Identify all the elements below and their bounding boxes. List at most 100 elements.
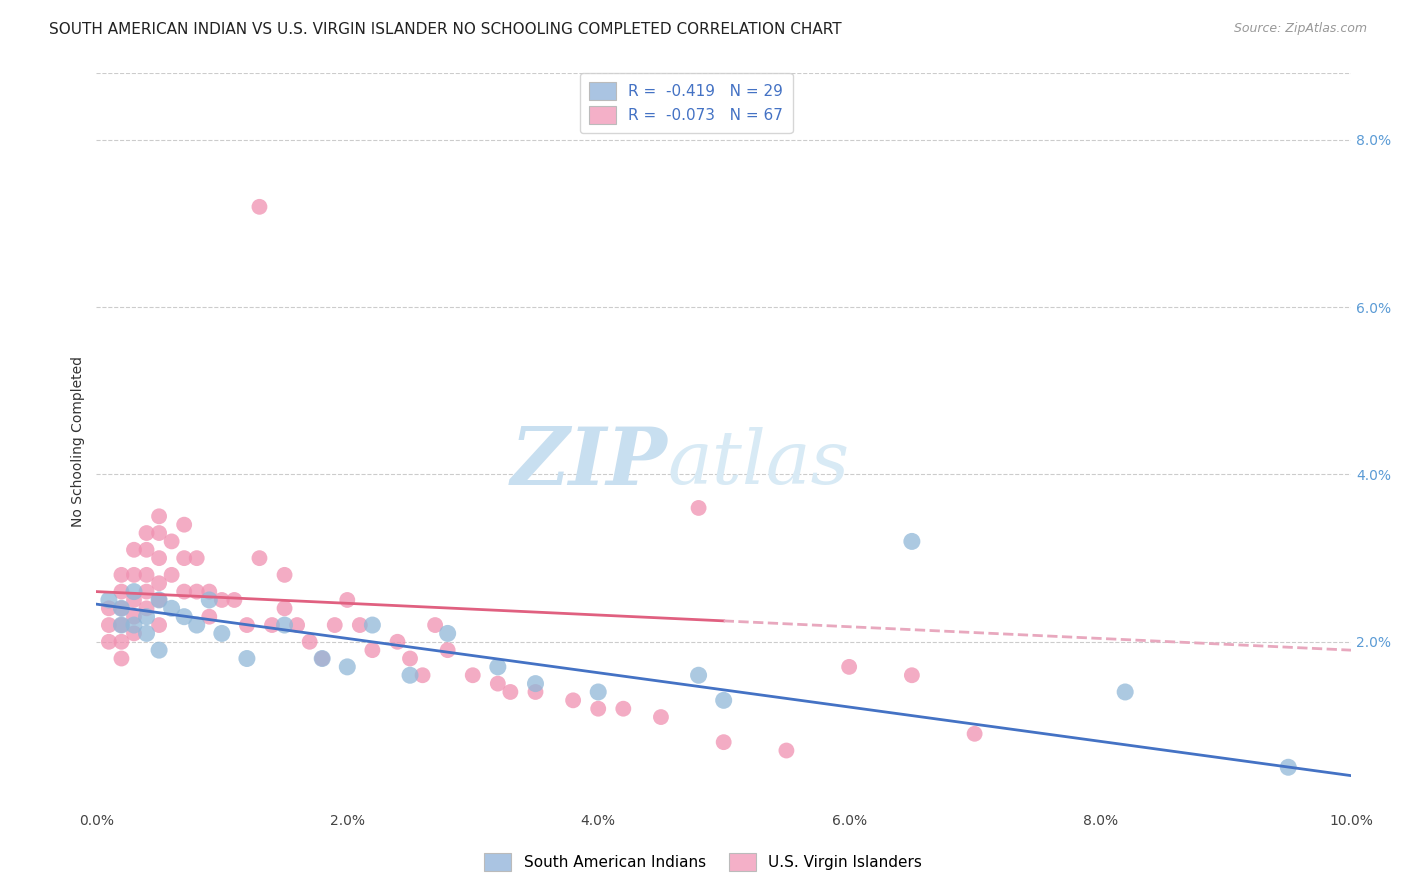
Point (901, 534, 924, 549)
Point (160, 567, 183, 582)
Point (148, 593, 170, 607)
Point (122, 593, 145, 607)
Point (260, 618, 283, 632)
Point (349, 618, 371, 632)
Point (122, 626, 145, 640)
Point (186, 584, 208, 599)
Point (224, 593, 246, 607)
Point (249, 200, 271, 214)
Point (461, 668, 484, 682)
Y-axis label: No Schooling Completed: No Schooling Completed (72, 356, 86, 526)
Point (110, 601, 132, 615)
Point (298, 634, 321, 648)
Point (160, 601, 183, 615)
Point (148, 643, 170, 657)
Point (97, 618, 120, 632)
Point (198, 593, 221, 607)
Point (135, 584, 157, 599)
Point (160, 534, 183, 549)
Point (97, 634, 120, 648)
Point (688, 500, 710, 515)
Point (524, 685, 547, 699)
Point (361, 618, 384, 632)
Point (148, 618, 170, 632)
Point (110, 584, 132, 599)
Point (211, 626, 233, 640)
Point (173, 609, 195, 624)
Point (688, 668, 710, 682)
Text: Source: ZipAtlas.com: Source: ZipAtlas.com (1233, 22, 1367, 36)
Point (311, 651, 333, 665)
Text: ZIP: ZIP (510, 425, 668, 502)
Point (122, 584, 145, 599)
Point (423, 618, 446, 632)
Point (135, 609, 157, 624)
Point (486, 676, 509, 690)
Point (148, 593, 170, 607)
Point (148, 576, 170, 591)
Point (436, 643, 458, 657)
Point (586, 702, 609, 716)
Point (148, 526, 170, 541)
Point (148, 509, 170, 524)
Point (186, 551, 208, 566)
Point (361, 643, 384, 657)
Point (775, 743, 797, 757)
Point (1277, 760, 1299, 774)
Point (186, 618, 208, 632)
Point (586, 685, 609, 699)
Point (387, 634, 409, 648)
Point (336, 660, 359, 674)
Point (273, 601, 295, 615)
Point (562, 693, 585, 707)
Point (311, 651, 333, 665)
Legend: South American Indians, U.S. Virgin Islanders: South American Indians, U.S. Virgin Isla… (478, 847, 928, 877)
Point (236, 651, 259, 665)
Point (173, 551, 195, 566)
Point (399, 668, 422, 682)
Point (323, 618, 346, 632)
Point (211, 593, 233, 607)
Point (97, 601, 120, 615)
Point (122, 618, 145, 632)
Point (148, 551, 170, 566)
Point (336, 593, 359, 607)
Point (135, 542, 157, 557)
Point (436, 626, 458, 640)
Point (273, 567, 295, 582)
Point (713, 735, 735, 749)
Point (135, 526, 157, 541)
Point (110, 618, 132, 632)
Point (713, 693, 735, 707)
Point (650, 710, 672, 724)
Text: atlas: atlas (668, 427, 849, 500)
Point (110, 601, 132, 615)
Point (399, 651, 422, 665)
Point (612, 702, 634, 716)
Point (236, 618, 259, 632)
Point (122, 542, 145, 557)
Point (412, 668, 434, 682)
Point (486, 660, 509, 674)
Point (110, 567, 132, 582)
Point (135, 567, 157, 582)
Point (524, 676, 547, 690)
Point (110, 634, 132, 648)
Point (249, 551, 271, 566)
Point (135, 601, 157, 615)
Point (285, 618, 308, 632)
Point (110, 651, 132, 665)
Point (198, 584, 221, 599)
Point (838, 660, 860, 674)
Point (198, 609, 221, 624)
Point (1114, 685, 1136, 699)
Legend: R =  -0.419   N = 29, R =  -0.073   N = 67: R = -0.419 N = 29, R = -0.073 N = 67 (579, 73, 793, 133)
Point (901, 668, 924, 682)
Text: SOUTH AMERICAN INDIAN VS U.S. VIRGIN ISLANDER NO SCHOOLING COMPLETED CORRELATION: SOUTH AMERICAN INDIAN VS U.S. VIRGIN ISL… (49, 22, 842, 37)
Point (173, 584, 195, 599)
Point (122, 567, 145, 582)
Point (122, 609, 145, 624)
Point (110, 618, 132, 632)
Point (97, 593, 120, 607)
Point (173, 517, 195, 532)
